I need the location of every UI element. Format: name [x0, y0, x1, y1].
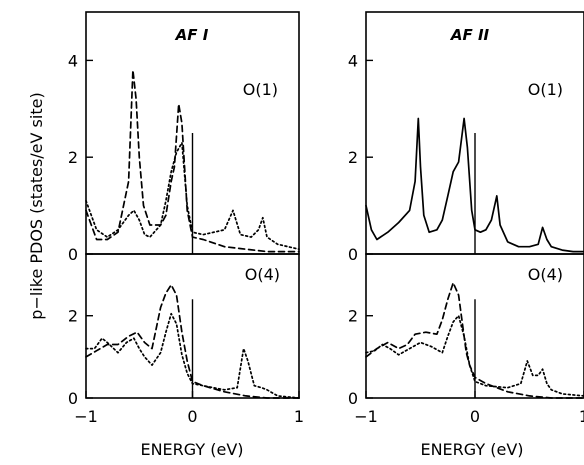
x-tick-label: 1	[579, 407, 584, 426]
y-tick-label: 2	[348, 307, 358, 326]
series-line-dotted	[85, 312, 300, 399]
x-tick-label: −1	[354, 407, 378, 426]
panel-title-af2: AF II	[450, 26, 490, 44]
y-tick-label: 2	[68, 148, 78, 167]
series-line-dashed	[85, 284, 300, 399]
y-tick-label: 2	[348, 148, 358, 167]
y-axis-label: p−like PDOS (states/eV site)	[27, 92, 46, 319]
y-tick-label: 0	[348, 389, 358, 408]
panel-label-o4: O(4)	[245, 265, 280, 284]
panel-label-o1: O(1)	[243, 80, 278, 99]
x-axis-label-right: ENERGY (eV)	[420, 440, 523, 459]
x-tick-label: −1	[74, 407, 98, 426]
y-tick-label: 2	[68, 307, 78, 326]
x-tick-label: 0	[187, 407, 197, 426]
y-tick-label: 4	[348, 51, 358, 70]
panel-title-af1: AF I	[175, 26, 209, 44]
series-line-dashed	[365, 281, 584, 399]
y-tick-label: 4	[68, 51, 78, 70]
x-tick-label: 1	[294, 407, 304, 426]
series-line-dotted	[365, 314, 584, 397]
series-line-solid	[365, 117, 584, 253]
x-tick-label: 0	[470, 407, 480, 426]
y-tick-label: 0	[68, 389, 78, 408]
y-tick-label: 0	[68, 245, 78, 264]
series-line-dotted	[85, 141, 300, 251]
panel-label-o1: O(1)	[528, 80, 563, 99]
x-axis-label-left: ENERGY (eV)	[140, 440, 243, 459]
panel-label-o4: O(4)	[528, 265, 563, 284]
y-tick-label: 0	[348, 245, 358, 264]
series-line-dashed	[85, 69, 300, 253]
